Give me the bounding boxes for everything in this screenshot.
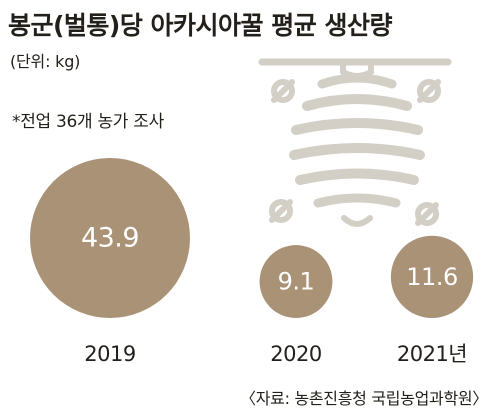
year-label-2021: 2021년 xyxy=(397,342,467,366)
bee-icon xyxy=(415,202,439,226)
bubble-2020 xyxy=(259,245,333,318)
chart-title: 봉군(벌통)당 아카시아꿀 평균 생산량 xyxy=(8,11,392,40)
beehive-icon xyxy=(258,58,452,227)
source-note: 〈자료: 농촌진흥청 국립농업과학원〉 xyxy=(240,389,488,408)
year-label-2019: 2019 xyxy=(84,342,135,366)
bee-icon xyxy=(417,79,441,103)
value-label-2019: 43.9 xyxy=(81,223,139,254)
value-label-2021: 11.6 xyxy=(406,263,457,291)
bee-icon xyxy=(271,79,295,103)
bubble-2019 xyxy=(30,158,190,318)
value-label-2020: 9.1 xyxy=(278,268,315,296)
survey-note: *전업 36개 농가 조사 xyxy=(12,112,164,132)
unit-label: (단위: kg) xyxy=(10,52,81,71)
year-label-2020: 2020 xyxy=(270,342,321,366)
bee-icon xyxy=(269,199,293,223)
bubble-2021 xyxy=(390,235,474,318)
